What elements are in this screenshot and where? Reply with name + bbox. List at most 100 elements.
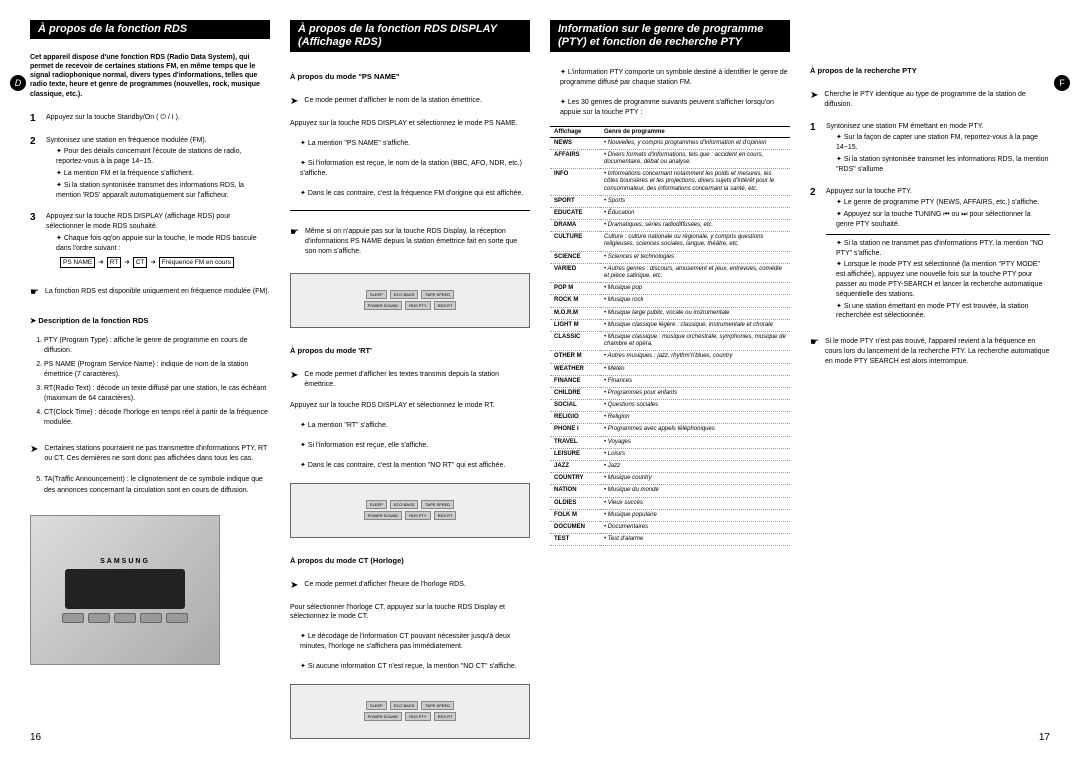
list-item: TA(Traffic Announcement) : le clignoteme…	[44, 475, 270, 496]
rds-description-list-cont: TA(Traffic Announcement) : le clignoteme…	[30, 475, 270, 499]
pty-desc: • Musique classique légère : classique, …	[600, 319, 790, 331]
pty-code: LIGHT M	[550, 319, 600, 331]
bullet: L'information PTY comporte un symbole de…	[550, 68, 790, 88]
bullet: Si la station syntonisée transmet les in…	[826, 155, 1050, 175]
pty-code: CULTURE	[550, 232, 600, 251]
pty-code: LEISURE	[550, 448, 600, 460]
ct-title: À propos du mode CT (Horloge)	[290, 556, 530, 565]
step-1: 1 Syntonisez une station FM émettant en …	[810, 122, 1050, 175]
note-transmit: ➤ Certaines stations pourraient ne pas t…	[30, 444, 270, 464]
bullet: Si l'information est reçue, le nom de la…	[290, 159, 530, 179]
pty-code: ROCK M	[550, 295, 600, 307]
step-text: Appuyez sur la touche PTY. Le genre de p…	[826, 187, 1050, 322]
bullet: La mention "RT" s'affiche.	[290, 421, 530, 431]
pty-code: NATION	[550, 485, 600, 497]
step-text: Appuyez sur la touche RDS DISPLAY (affic…	[46, 212, 270, 270]
pty-code: POP M	[550, 283, 600, 295]
table-row: AFFAIRS• Divers formats d'informations, …	[550, 149, 790, 168]
note-icon: ➤	[30, 444, 38, 464]
pty-code: SCIENCE	[550, 251, 600, 263]
pty-desc: • Autres genres : discours, amusement et…	[600, 263, 790, 282]
list-item: PS NAME (Program Service Name) : indique…	[44, 360, 270, 381]
column-4: À propos de la recherche PTY ➤ Cherche l…	[810, 20, 1050, 743]
left-page-marker: D	[10, 75, 26, 91]
table-row: TEST• Test d'alarme	[550, 534, 790, 546]
mode-flow: PS NAME➔ RT➔ CT➔ Fréquence FM en cours	[60, 257, 270, 268]
table-row: DOCUMEN• Documentaires	[550, 521, 790, 533]
pty-desc: • Finances	[600, 375, 790, 387]
right-page-marker: F	[1054, 75, 1070, 91]
table-row: TRAVEL• Voyages	[550, 436, 790, 448]
note-fm-only: ☛ La fonction RDS est disponible uniquem…	[30, 287, 270, 298]
pty-code: RELIGIO	[550, 412, 600, 424]
desc-title: ➤ Description de la fonction RDS	[30, 316, 270, 325]
device-btn	[114, 613, 136, 623]
pty-code: INFO	[550, 169, 600, 196]
device-btn	[62, 613, 84, 623]
pty-code: NEWS	[550, 137, 600, 149]
pty-code: OLDIES	[550, 497, 600, 509]
pty-desc: • Programmes pour enfants	[600, 387, 790, 399]
table-row: OTHER M• Autres musiques : jazz, rhythm'…	[550, 351, 790, 363]
pty-code: EDUCATE	[550, 207, 600, 219]
ps-title: À propos du mode "PS NAME"	[290, 72, 530, 81]
table-row: WEATHER• Météo	[550, 363, 790, 375]
pty-code: VARIED	[550, 263, 600, 282]
step-text: Appuyez sur la touche Standby/On ( ⏻ / I…	[46, 113, 270, 124]
bullet: Si la station syntonisée transmet des in…	[46, 181, 270, 201]
bullet: Si l'information est reçue, elle s'affic…	[290, 441, 530, 451]
bullet: Pour des détails concernant l'écoute de …	[46, 147, 270, 167]
list-item: PTY (Program Type) : affiche le genre de…	[44, 336, 270, 357]
panel-illustration-3: SLEEPECO BASSTAPE SPEED POWER SOUNDRDS P…	[290, 684, 530, 739]
divider	[290, 210, 530, 211]
pty-code: TEST	[550, 534, 600, 546]
header-rds: À propos de la fonction RDS	[30, 20, 270, 39]
pty-desc: • Musique pop	[600, 283, 790, 295]
bullet: La mention FM et la fréquence s'affichen…	[46, 169, 270, 179]
bullet: Le décodage de l'information CT pouvant …	[290, 632, 530, 652]
ps-desc: ➤ Ce mode permet d'afficher le nom de la…	[290, 96, 530, 107]
bullet: Le genre de programme PTY (NEWS, AFFAIRS…	[826, 198, 1050, 208]
note-icon: ➤	[290, 370, 298, 390]
step-main: Syntonisez une station FM émettant en mo…	[826, 123, 983, 130]
step-text: Syntonisez une station FM émettant en mo…	[826, 122, 1050, 175]
step-main: Appuyez sur la touche RDS DISPLAY (affic…	[46, 213, 230, 230]
search-desc: ➤ Cherche le PTY identique au type de pr…	[810, 90, 1050, 110]
pty-table: Affichage Genre de programme NEWS• Nouve…	[550, 126, 790, 547]
pty-desc: • Questions sociales	[600, 400, 790, 412]
device-illustration: SAMSUNG	[30, 515, 220, 665]
ps-step: Appuyez sur la touche RDS DISPLAY et sél…	[290, 119, 530, 129]
list-item: CT(Clock Time) : décode l'horloge en tem…	[44, 408, 270, 429]
pty-desc: • Documentaires	[600, 521, 790, 533]
table-row: SCIENCE• Sciences et technologies	[550, 251, 790, 263]
table-row: FOLK M• Musique populaire	[550, 509, 790, 521]
table-row: POP M• Musique pop	[550, 283, 790, 295]
table-row: INFO• Informations concernant notamment …	[550, 169, 790, 196]
table-row: COUNTRY• Musique country	[550, 473, 790, 485]
column-2: À propos de la fonction RDS DISPLAY (Aff…	[290, 20, 530, 743]
bullet: Les 30 genres de programme suivants peuv…	[550, 98, 790, 118]
bullet: Si la station ne transmet pas d'informat…	[826, 239, 1050, 259]
header-rds-display: À propos de la fonction RDS DISPLAY (Aff…	[290, 20, 530, 52]
pty-desc: • Informations concernant notamment les …	[600, 169, 790, 196]
rt-title: À propos du mode 'RT'	[290, 346, 530, 355]
device-button-row	[62, 613, 188, 623]
pty-code: FINANCE	[550, 375, 600, 387]
table-row: SPORT• Sports	[550, 195, 790, 207]
pty-desc: • Test d'alarme	[600, 534, 790, 546]
pty-code: DRAMA	[550, 220, 600, 232]
table-header: Genre de programme	[600, 126, 790, 137]
column-1: À propos de la fonction RDS Cet appareil…	[30, 20, 270, 743]
pty-desc: • Autres musiques : jazz, rhythm'n'blues…	[600, 351, 790, 363]
table-row: VARIED• Autres genres : discours, amusem…	[550, 263, 790, 282]
table-row: EDUCATE• Éducation	[550, 207, 790, 219]
pty-desc: • Météo	[600, 363, 790, 375]
rt-desc: ➤ Ce mode permet d'afficher les textes t…	[290, 370, 530, 390]
ct-step: Pour sélectionner l'horloge CT, appuyez …	[290, 603, 530, 623]
rds-description-list: PTY (Program Type) : affiche le genre de…	[30, 336, 270, 432]
note-icon: ☛	[290, 227, 299, 256]
step-main: Appuyez sur la touche PTY.	[826, 188, 912, 195]
pty-code: TRAVEL	[550, 436, 600, 448]
device-btn	[88, 613, 110, 623]
pty-code: JAZZ	[550, 461, 600, 473]
